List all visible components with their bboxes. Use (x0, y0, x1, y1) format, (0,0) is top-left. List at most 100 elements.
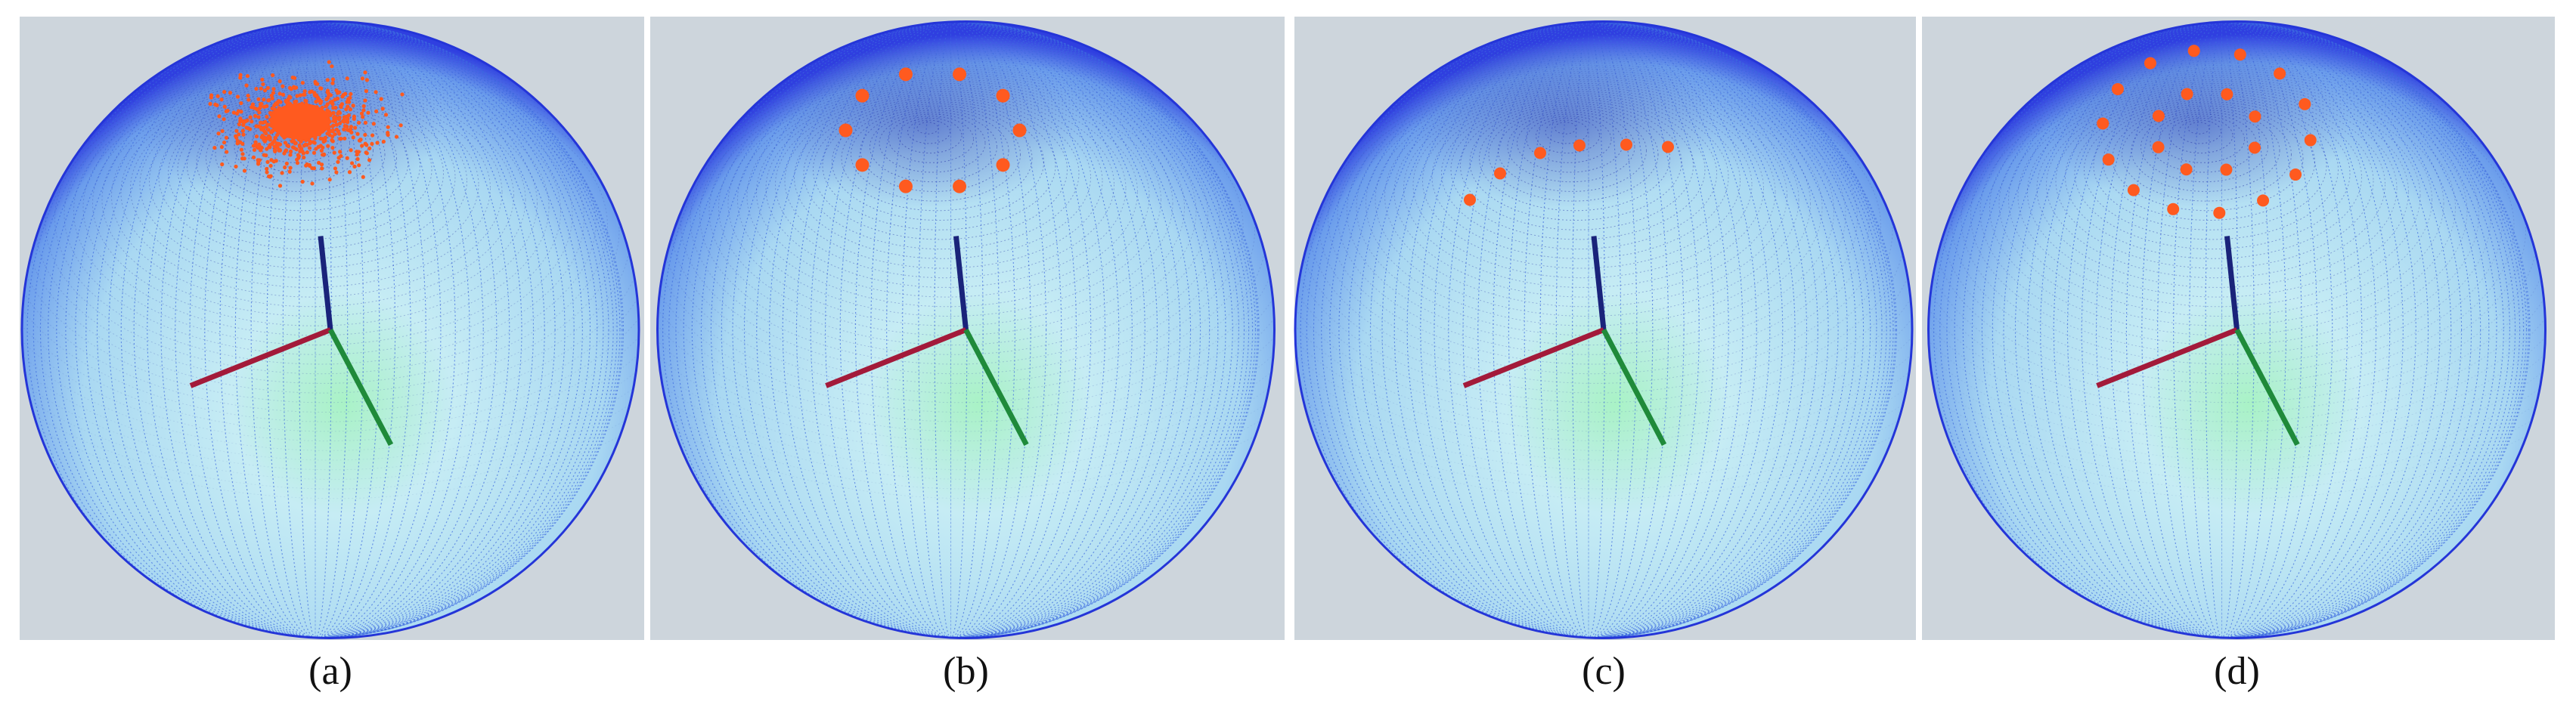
sample-point (271, 91, 276, 95)
latitude (2036, 89, 2398, 288)
meridian (160, 21, 470, 638)
sample-point (259, 135, 264, 140)
sample-point (281, 84, 285, 88)
latitude (879, 113, 986, 173)
sample-point (253, 142, 258, 147)
meridian (1295, 21, 1897, 638)
meridian (266, 21, 364, 638)
meridian (782, 21, 1120, 638)
latitude (1318, 70, 1870, 375)
meridian (2141, 21, 2302, 638)
sample-point (351, 104, 355, 108)
latitude (2093, 101, 2327, 230)
meridian (22, 21, 623, 638)
latitude (120, 87, 503, 298)
sample-point (996, 88, 1010, 103)
sample-point (275, 132, 280, 138)
sphere-mesh (22, 21, 639, 638)
sample-point (2233, 48, 2246, 61)
meridian (657, 21, 1245, 638)
axis-y (2234, 328, 2300, 447)
sample-point (337, 131, 342, 136)
meridian (2173, 21, 2271, 638)
meridian (1434, 21, 1744, 638)
meridian (2014, 21, 2429, 638)
sample-point (334, 122, 339, 127)
sample-point (260, 77, 265, 82)
sample-point (281, 92, 286, 97)
sample-point (270, 96, 274, 100)
sample-point (292, 146, 296, 150)
latitude (130, 89, 491, 288)
latitude (64, 75, 573, 355)
latitude (794, 95, 1091, 259)
latitude (1479, 105, 1670, 212)
sample-point (256, 115, 261, 119)
latitude (657, 44, 1275, 499)
meridian (1992, 21, 2452, 638)
sample-point (254, 134, 259, 139)
sample-point (256, 158, 260, 162)
sample-point (855, 88, 870, 103)
sample-point (333, 131, 337, 137)
sample-point (2274, 67, 2286, 80)
sample-point (349, 125, 354, 129)
latitude (708, 76, 1197, 346)
sample-point (237, 122, 241, 127)
latitude (1393, 87, 1776, 298)
sample-point (235, 138, 240, 144)
axis-x (2096, 327, 2238, 388)
meridian (902, 21, 1000, 638)
meridian (1477, 21, 1700, 638)
meridian (1981, 21, 2463, 638)
meridian (2014, 21, 2429, 638)
axis-y (1601, 328, 1667, 447)
meridian (2110, 21, 2333, 638)
sample-point (839, 123, 853, 138)
meridian (1313, 21, 1865, 638)
meridian (1295, 21, 1894, 638)
sample-point (330, 102, 335, 107)
sample-point (267, 98, 271, 103)
meridian (96, 21, 535, 638)
sample-point (325, 78, 330, 82)
sample-point (363, 70, 367, 75)
sample-point (268, 174, 273, 178)
sample-point (346, 97, 351, 102)
sample-point (2221, 88, 2233, 100)
meridian (1406, 21, 1771, 638)
samples (208, 60, 405, 188)
meridian (266, 21, 364, 638)
latitude (737, 83, 1161, 317)
samples (839, 67, 1027, 193)
sample-point (250, 119, 254, 124)
sample-point (394, 134, 399, 139)
sample-point (219, 144, 225, 150)
sample-point (294, 99, 299, 104)
sample-point (290, 75, 295, 80)
latitude (1928, 44, 2546, 499)
sample-point (246, 93, 250, 98)
meridian (1295, 21, 1887, 638)
sample-point (265, 170, 269, 175)
sample-point (224, 135, 229, 140)
sample-point (242, 168, 247, 173)
meridian (2003, 21, 2441, 638)
sample-point (337, 90, 342, 94)
meridian (1359, 21, 1818, 638)
sample-point (313, 79, 318, 84)
latitude (2131, 110, 2280, 192)
sample-point (240, 141, 245, 146)
meridian (1539, 21, 1638, 638)
latitude (1469, 104, 1682, 221)
sample-point (251, 155, 256, 159)
latitude (727, 81, 1173, 326)
meridian (1381, 21, 1796, 638)
sample-point (330, 81, 335, 85)
sample-point (328, 128, 333, 133)
meridian (96, 21, 535, 638)
sample-point (361, 115, 365, 119)
sample-point (268, 163, 273, 168)
meridian (2189, 21, 2255, 638)
sample-point (265, 159, 270, 164)
